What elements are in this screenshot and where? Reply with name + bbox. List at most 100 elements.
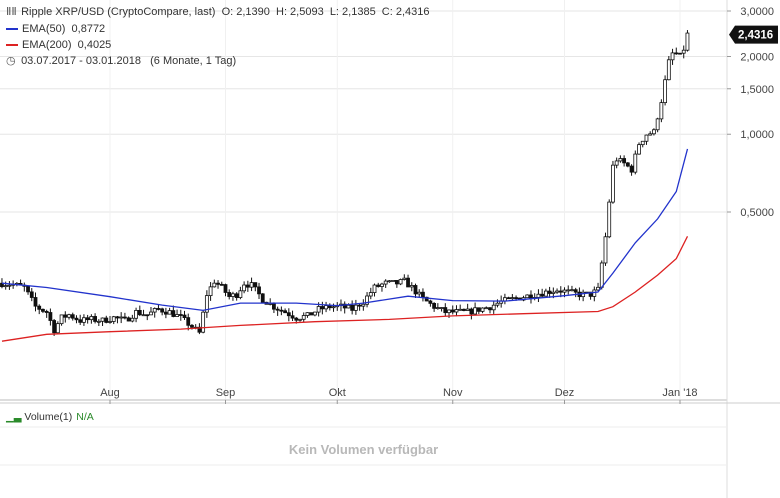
- candle-body: [190, 324, 194, 328]
- candle-body: [33, 297, 38, 307]
- candle-body: [283, 310, 287, 314]
- candle-body: [108, 321, 112, 323]
- candle-body: [279, 309, 284, 312]
- candle-body: [123, 316, 127, 319]
- candle-body: [666, 59, 671, 81]
- candle-body: [327, 305, 332, 309]
- candle-body: [402, 277, 407, 280]
- candle-body: [510, 297, 515, 299]
- chart-title-row: ⅡⅡ Ripple XRP/USD (CryptoCompare, last) …: [6, 6, 430, 19]
- ema200-line: [1, 236, 689, 342]
- candle-body: [242, 284, 247, 292]
- candle-body: [383, 280, 388, 285]
- candle-body: [562, 289, 567, 293]
- candle-body: [607, 201, 612, 238]
- candles: [0, 30, 690, 336]
- candle-body: [85, 317, 90, 321]
- candle-body: [204, 295, 209, 313]
- candle-body: [178, 314, 183, 316]
- candle-body: [67, 314, 71, 318]
- candle-body: [52, 320, 57, 334]
- ema50-label: EMA(50): [22, 23, 66, 35]
- candle-body: [48, 312, 53, 321]
- candle-body: [417, 291, 422, 295]
- candle-body: [570, 289, 574, 292]
- candle-body: [82, 317, 86, 323]
- candle-body: [275, 308, 280, 311]
- candle-body: [503, 297, 507, 302]
- candle-body: [368, 292, 373, 297]
- candle-body: [305, 312, 310, 316]
- candle-body: [55, 323, 60, 334]
- candle-body: [428, 300, 433, 304]
- candle-body: [652, 129, 656, 135]
- candle-body: [663, 79, 667, 104]
- y-tick-label: 2,0000: [740, 51, 774, 63]
- candle-body: [59, 314, 64, 325]
- candle-body: [547, 290, 552, 294]
- candle-body: [655, 118, 660, 131]
- candle-body: [685, 32, 690, 51]
- y-tick-label: 0,5000: [740, 207, 774, 219]
- candle-body: [163, 311, 168, 315]
- candle-body: [223, 284, 228, 293]
- candle-body: [462, 308, 466, 311]
- period-range: 03.07.2017 - 03.01.2018: [21, 55, 141, 67]
- period-row: ◷ 03.07.2017 - 03.01.2018 (6 Monate, 1 T…: [6, 55, 236, 68]
- volume-value: N/A: [76, 411, 94, 423]
- candle-body: [648, 133, 653, 136]
- candle-body: [313, 311, 317, 316]
- candle-body: [681, 49, 686, 54]
- last-price-badge: 2,4316: [729, 25, 778, 44]
- ohlc-readout: O: 2,1390 H: 2,5093 L: 2,1385 C: 2,4316: [221, 6, 430, 18]
- candle-body: [439, 307, 444, 309]
- candle-body: [473, 307, 477, 315]
- candle-body: [413, 285, 418, 295]
- candle-body: [573, 289, 578, 293]
- candle-body: [536, 293, 541, 298]
- candle-body: [540, 293, 545, 297]
- y-tick-label: 3,0000: [740, 6, 774, 18]
- candle-body: [294, 317, 299, 321]
- candle-body: [167, 310, 172, 315]
- candle-body: [70, 314, 75, 319]
- y-axis-ticks: 3,0000 2,0000 1,5000 1,0000 0,5000: [727, 6, 774, 219]
- candle-body: [212, 282, 217, 288]
- candle-body: [290, 315, 295, 319]
- candle-body: [216, 282, 220, 285]
- ema50-legend[interactable]: EMA(50) 0,8772: [6, 23, 105, 36]
- candle-body: [450, 309, 455, 313]
- candle-body: [342, 303, 347, 309]
- chart-title: Ripple XRP/USD (CryptoCompare, last): [21, 6, 216, 18]
- candle-body: [432, 302, 437, 309]
- candle-body: [171, 310, 176, 317]
- candle-body: [469, 308, 474, 315]
- candle-body: [674, 52, 679, 55]
- y-tick-label: 1,0000: [740, 129, 774, 141]
- candle-body: [104, 317, 109, 323]
- candle-body: [96, 320, 101, 323]
- candle-body: [454, 309, 459, 313]
- candle-body: [231, 293, 235, 297]
- candle-body: [286, 312, 291, 317]
- candle-body: [156, 308, 161, 310]
- candle-body: [525, 294, 530, 299]
- candle-body: [558, 290, 563, 293]
- candle-body: [458, 308, 463, 311]
- candle-body: [443, 307, 448, 314]
- candle-body: [44, 310, 49, 313]
- candle-body: [152, 308, 157, 313]
- x-axis-ticks: Aug Sep Okt Nov Dez Jan '18: [100, 387, 698, 404]
- ema200-legend[interactable]: EMA(200) 0,4025: [6, 39, 111, 52]
- candle-body: [629, 165, 634, 173]
- volume-bars-icon: ▁▃: [6, 412, 22, 423]
- candle-body: [331, 306, 336, 309]
- ema200-swatch: [6, 44, 18, 47]
- candle-body: [421, 291, 425, 298]
- candle-body: [130, 317, 135, 322]
- candle-body: [387, 280, 392, 283]
- grid: [0, 0, 727, 400]
- candle-body: [380, 283, 384, 287]
- candle-body: [100, 317, 105, 322]
